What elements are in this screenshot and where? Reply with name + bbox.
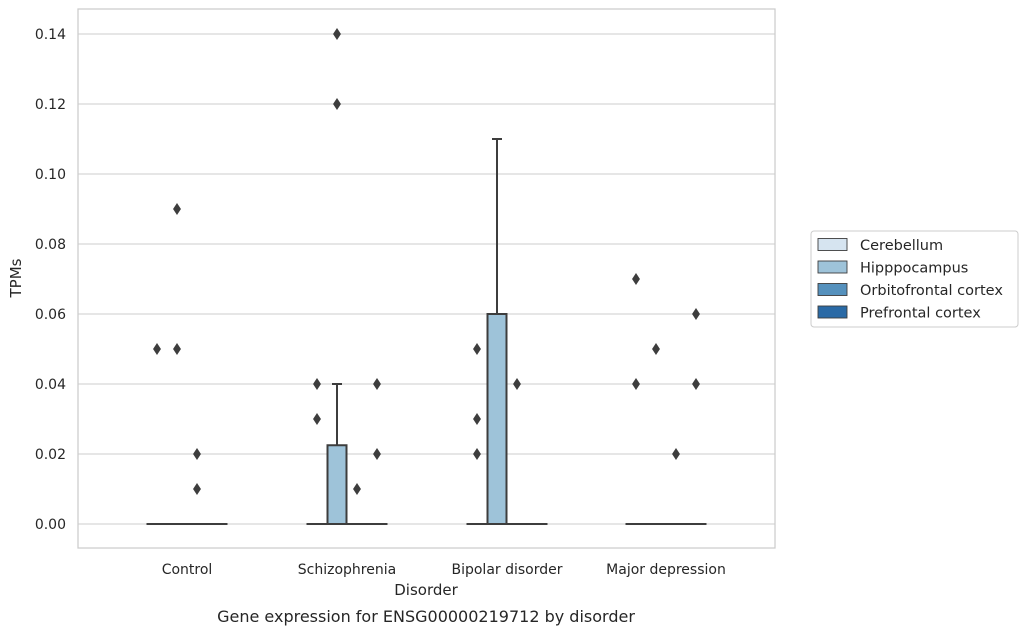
- legend-label: Orbitofrontal cortex: [860, 283, 1003, 299]
- y-tick-label: 0.06: [35, 307, 66, 323]
- box: [326, 444, 348, 525]
- x-tick-label: Bipolar disorder: [451, 562, 562, 578]
- x-tick-label: Control: [162, 562, 213, 578]
- outlier-point: [333, 27, 341, 41]
- outlier-point: [473, 342, 481, 356]
- outlier-point: [173, 342, 181, 356]
- x-tick-label: Schizophrenia: [298, 562, 396, 578]
- outlier-point: [373, 377, 381, 391]
- box-series: [146, 27, 707, 526]
- y-tick-label: 0.08: [35, 237, 66, 253]
- outlier-point: [313, 412, 321, 426]
- legend-swatch: [817, 305, 848, 319]
- box: [486, 313, 508, 525]
- legend-swatch: [817, 238, 848, 251]
- outlier-point: [313, 377, 321, 391]
- outlier-point: [632, 272, 640, 286]
- legend-label: Cerebellum: [860, 238, 943, 254]
- outlier-point: [373, 447, 381, 461]
- chart-caption: Gene expression for ENSG00000219712 by d…: [217, 607, 635, 626]
- y-tick-label: 0.02: [35, 447, 66, 463]
- y-axis-title: TPMs: [7, 258, 25, 298]
- outlier-point: [353, 482, 361, 496]
- outlier-point: [632, 377, 640, 391]
- outlier-point: [672, 447, 680, 461]
- x-tick-labels: Control Schizophrenia Bipolar disorder Majo…: [162, 562, 726, 578]
- outlier-point: [652, 342, 660, 356]
- y-tick-label: 0.10: [35, 167, 66, 183]
- outlier-point: [473, 447, 481, 461]
- y-tick-labels: 0.00 0.02 0.04 0.06 0.08 0.10 0.12 0.14: [35, 27, 66, 533]
- y-tick-label: 0.12: [35, 97, 66, 113]
- outlier-point: [692, 377, 700, 391]
- y-tick-label: 0.04: [35, 377, 66, 393]
- outlier-point: [193, 482, 201, 496]
- outlier-point: [692, 307, 700, 321]
- legend-swatch: [817, 283, 848, 296]
- y-tick-label: 0.00: [35, 517, 66, 533]
- legend: Cerebellum Hipppocampus Orbitofrontal cort…: [810, 230, 1019, 328]
- outlier-point: [153, 342, 161, 356]
- y-tick-label: 0.14: [35, 27, 66, 43]
- plot-background: [78, 9, 775, 548]
- outlier-point: [333, 97, 341, 111]
- outlier-point: [473, 412, 481, 426]
- outlier-point: [193, 447, 201, 461]
- legend-label: Hipppocampus: [860, 261, 968, 277]
- x-tick-label: Major depression: [606, 562, 726, 578]
- outlier-point: [173, 202, 181, 216]
- x-axis-title: Disorder: [394, 581, 458, 599]
- legend-label: Prefrontal cortex: [860, 306, 981, 322]
- legend-swatch: [817, 260, 848, 274]
- outlier-point: [513, 377, 521, 391]
- plot-frame: [77, 8, 776, 549]
- legend-frame: [810, 230, 1019, 328]
